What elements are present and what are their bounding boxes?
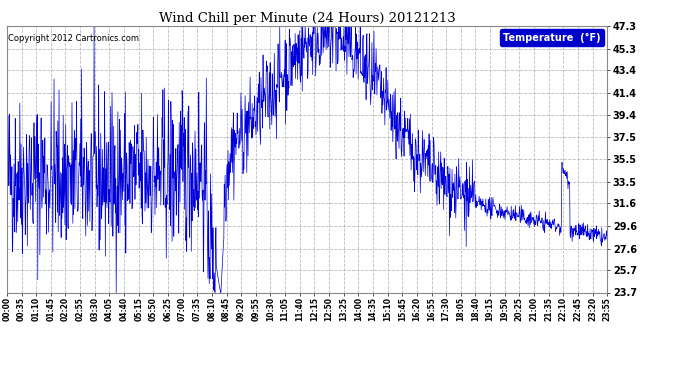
Text: Copyright 2012 Cartronics.com: Copyright 2012 Cartronics.com [8,34,139,43]
Legend: Temperature  (°F): Temperature (°F) [500,29,604,46]
Title: Wind Chill per Minute (24 Hours) 20121213: Wind Chill per Minute (24 Hours) 2012121… [159,12,455,25]
